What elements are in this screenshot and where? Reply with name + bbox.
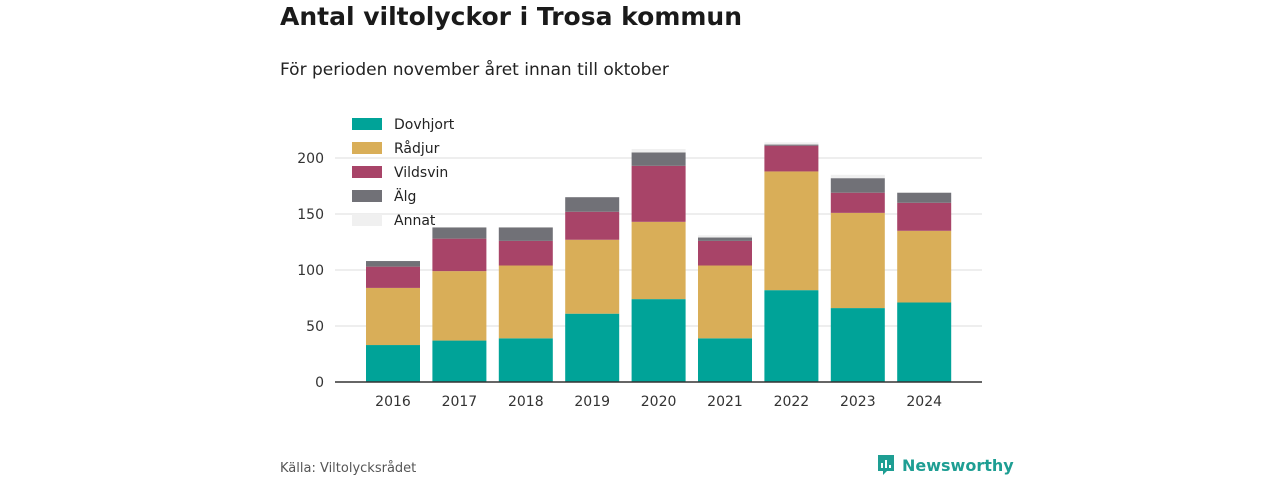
bar-segment-rådjur [830, 212, 885, 309]
legend-label: Rådjur [394, 140, 440, 157]
bar-segment-rådjur [698, 265, 752, 339]
legend-label: Älg [394, 187, 416, 205]
bar-segment-älg [830, 178, 885, 193]
bar-segment-rådjur [764, 171, 819, 291]
bar-segment-älg [366, 261, 420, 267]
bar-segment-dovhjort [631, 299, 686, 382]
legend-swatch [352, 142, 382, 154]
source-note: Källa: Viltolycksrådet [280, 461, 417, 476]
bar-segment-älg [498, 227, 553, 241]
bar-segment-dovhjort [897, 302, 952, 382]
bar-segment-vildsvin [698, 240, 752, 266]
bar-segment-annat [764, 142, 819, 145]
chart-subtitle: För perioden november året innan till ok… [280, 60, 669, 80]
bar-segment-älg [897, 192, 952, 203]
bar-segment-dovhjort [764, 290, 819, 382]
bar-segment-älg [631, 152, 686, 166]
bar-segment-älg [764, 144, 819, 146]
bar-segment-vildsvin [565, 211, 620, 240]
y-tick-label: 100 [297, 263, 324, 279]
bar-segment-vildsvin [498, 240, 553, 266]
bar-segment-rådjur [366, 287, 420, 346]
y-tick-label: 150 [297, 207, 324, 223]
x-tick-label: 2020 [641, 394, 677, 410]
x-tick-label: 2024 [906, 394, 942, 410]
legend-swatch [352, 190, 382, 202]
bar-segment-vildsvin [631, 165, 686, 222]
bar-segment-annat [631, 149, 686, 153]
y-tick-label: 50 [306, 319, 324, 335]
bar-segment-dovhjort [432, 340, 487, 382]
bar-segment-vildsvin [432, 238, 487, 272]
x-tick-label: 2021 [707, 394, 743, 410]
x-tick-label: 2023 [840, 394, 876, 410]
bar-chart-speech-icon [878, 455, 894, 475]
y-tick-label: 200 [297, 151, 324, 167]
legend-swatch [352, 118, 382, 130]
legend-label: Vildsvin [394, 165, 448, 181]
bar-segment-älg [698, 237, 752, 241]
bar-segment-rådjur [565, 239, 620, 314]
bar-segment-vildsvin [366, 266, 420, 288]
legend-swatch [352, 214, 382, 226]
legend-label: Dovhjort [394, 117, 455, 133]
bar-segment-älg [432, 227, 487, 239]
chart-title: Antal viltolyckor i Trosa kommun [280, 2, 743, 31]
x-tick-label: 2016 [375, 394, 411, 410]
bar-segment-vildsvin [897, 202, 952, 231]
x-tick-label: 2017 [442, 394, 478, 410]
brand-logo: Newsworthy [876, 454, 1014, 476]
x-tick-label: 2018 [508, 394, 544, 410]
bar-segment-dovhjort [498, 338, 553, 382]
legend-swatch [352, 166, 382, 178]
bar-segment-annat [830, 174, 885, 179]
bar-segment-rådjur [897, 230, 952, 303]
bar-segment-rådjur [631, 221, 686, 300]
bar-segment-dovhjort [698, 338, 752, 382]
bar-segment-dovhjort [366, 345, 420, 382]
bar-segment-rådjur [432, 271, 487, 341]
bar-segment-vildsvin [764, 145, 819, 172]
bar-segment-dovhjort [830, 308, 885, 382]
bar-segment-vildsvin [830, 192, 885, 213]
bar-segment-annat [698, 235, 752, 238]
x-tick-label: 2022 [774, 394, 810, 410]
bar-segment-älg [565, 197, 620, 212]
legend-label: Annat [394, 213, 436, 229]
bar-segment-rådjur [498, 265, 553, 339]
brand-name: Newsworthy [902, 455, 1014, 475]
x-tick-label: 2019 [574, 394, 610, 410]
bar-segment-dovhjort [565, 313, 620, 382]
y-tick-label: 0 [315, 375, 324, 391]
